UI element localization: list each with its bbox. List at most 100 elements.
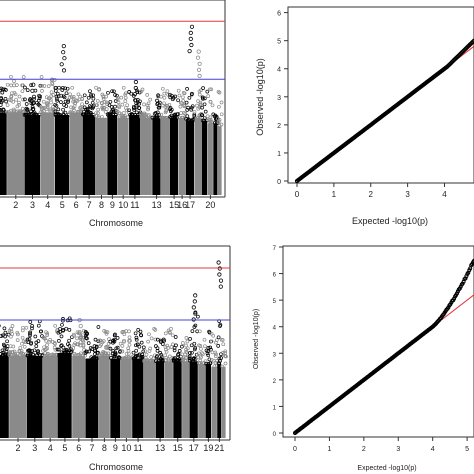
snp-point: [12, 91, 17, 95]
snp-point: [173, 359, 178, 364]
snp-point: [193, 357, 198, 361]
snp-point: [6, 332, 11, 337]
chromosome-2-body: [7, 112, 25, 195]
x-axis-label: Expected -log10(p): [357, 465, 416, 472]
snp-point: [27, 353, 32, 358]
snp-point: [24, 106, 29, 111]
snp-point: [17, 94, 22, 99]
chromosome-22-body: [221, 366, 226, 438]
x-tick-label: 3: [396, 446, 400, 453]
snp-point: [9, 98, 13, 103]
chromosome-14-body: [164, 361, 173, 438]
chromosome-9-body: [107, 115, 118, 195]
snp-point: [115, 98, 120, 102]
peak-point-chr3: [31, 94, 37, 99]
snp-point: [38, 94, 42, 99]
snp-point: [22, 344, 27, 349]
peak-point-chr3: [31, 100, 36, 106]
snp-point: [61, 94, 66, 99]
chromosome-7-body: [82, 115, 96, 195]
snp-point: [83, 351, 88, 355]
snp-point: [208, 100, 213, 104]
snp-point: [53, 113, 58, 117]
snp-point: [160, 86, 165, 91]
x-tick-label: 20: [205, 200, 215, 210]
snp-point: [100, 351, 104, 356]
snp-point: [223, 361, 228, 366]
snp-point: [40, 83, 45, 88]
snp-point: [170, 97, 175, 102]
snp-point: [168, 107, 172, 112]
snp-point: [125, 103, 130, 108]
snp-point: [14, 97, 18, 102]
snp-point: [211, 333, 216, 338]
snp-point: [23, 85, 27, 90]
snp-point: [106, 346, 111, 351]
snp-point: [199, 347, 203, 351]
snp-point: [0, 333, 5, 338]
snp-point: [153, 328, 158, 332]
snp-point: [75, 336, 79, 341]
snp-point: [147, 359, 152, 363]
snp-point: [169, 107, 174, 112]
x-tick-label: 17: [185, 200, 195, 210]
snp-point: [38, 110, 43, 115]
snp-point: [198, 100, 203, 105]
snp-point: [137, 106, 141, 110]
snp-point: [200, 351, 204, 355]
snp-point: [159, 94, 163, 99]
peak-point-chr11: [134, 104, 139, 109]
peak-point-chr5: [61, 50, 66, 55]
plot-frame: [287, 6, 474, 184]
snp-point: [115, 345, 120, 350]
x-tick-label: 11: [130, 200, 139, 210]
snp-point: [174, 343, 178, 348]
snp-point: [117, 115, 122, 120]
snp-point: [166, 92, 170, 97]
snp-point: [84, 100, 89, 105]
snp-point: [0, 107, 2, 112]
snp-point: [144, 352, 149, 357]
chromosome-13-body: [155, 361, 165, 438]
snp-point: [146, 105, 151, 110]
snp-point: [148, 97, 153, 102]
snp-point: [61, 112, 66, 116]
snp-point: [23, 97, 27, 102]
snp-point: [218, 322, 223, 327]
x-tick-label: 15: [169, 200, 179, 210]
chromosome-15-body: [173, 361, 182, 438]
chromosome-3-body: [26, 355, 43, 438]
snp-point: [203, 109, 208, 114]
snp-point: [139, 333, 144, 338]
snp-point: [165, 343, 170, 348]
snp-point: [150, 115, 155, 120]
snp-point: [118, 341, 123, 346]
chromosome-14-body: [161, 117, 170, 195]
x-tick-label: 5: [465, 446, 469, 453]
snp-point: [185, 108, 190, 112]
snp-point: [209, 87, 214, 92]
snp-point: [145, 103, 150, 108]
snp-point: [123, 92, 128, 97]
snp-point: [121, 330, 126, 334]
x-tick-label: 4: [45, 200, 50, 210]
peak-point-chr17: [188, 36, 193, 42]
snp-point: [122, 339, 126, 344]
snp-point: [128, 355, 133, 360]
snp-point: [184, 343, 188, 348]
y-tick-label: 6: [277, 11, 281, 18]
snp-point: [31, 352, 35, 357]
snp-point: [116, 104, 121, 108]
y-tick-label: 3: [273, 352, 277, 358]
snp-point: [80, 102, 84, 107]
snp-point: [155, 98, 159, 103]
snp-point: [214, 340, 218, 345]
snp-point: [141, 112, 145, 117]
snp-point: [91, 96, 96, 101]
peak-point-chr17: [189, 24, 195, 29]
snp-point: [54, 103, 59, 108]
snp-point: [126, 351, 131, 356]
snp-point: [59, 334, 64, 339]
snp-point: [60, 88, 65, 92]
x-tick-label: 3: [30, 200, 35, 210]
